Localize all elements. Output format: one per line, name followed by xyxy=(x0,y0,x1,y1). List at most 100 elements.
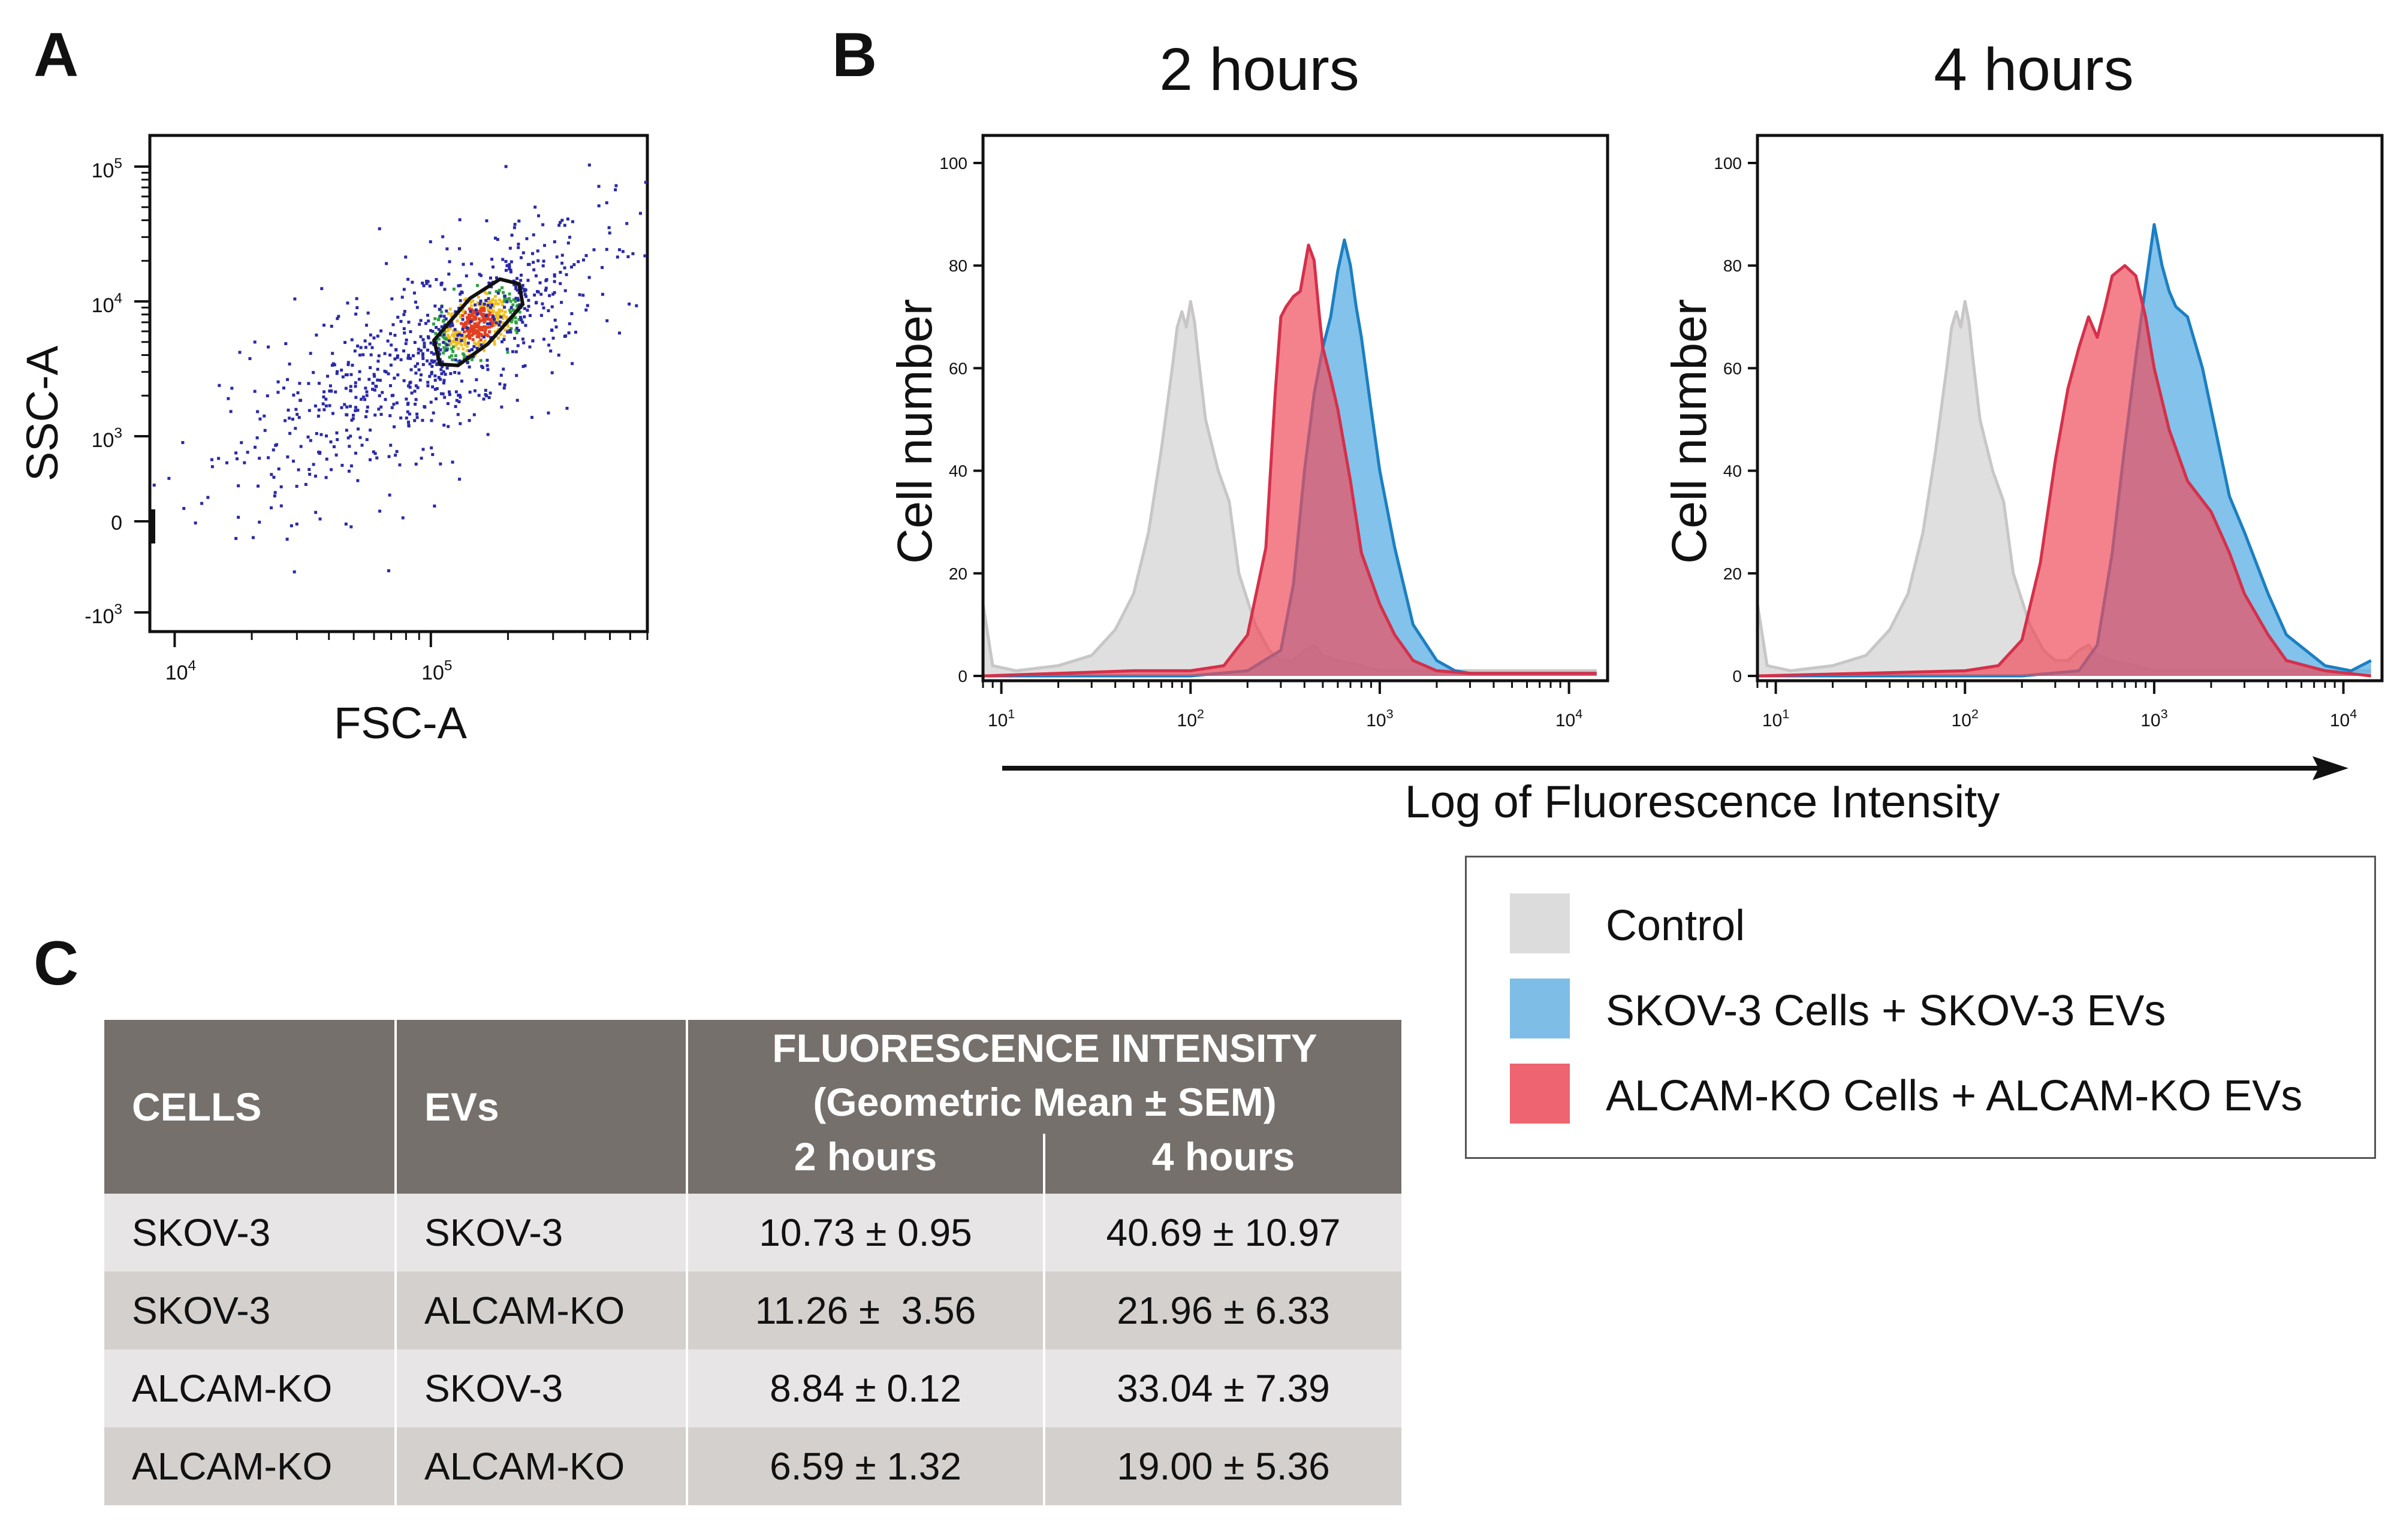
scatter-point xyxy=(433,379,437,382)
scatter-point xyxy=(519,273,523,277)
scatter-point xyxy=(404,255,408,259)
scatter-point xyxy=(512,226,516,230)
scatter-point xyxy=(369,366,372,370)
scatter-point xyxy=(521,283,524,287)
scatter-point xyxy=(299,398,303,402)
scatter-point xyxy=(275,443,279,446)
scatter-point xyxy=(508,267,511,271)
scatter-point xyxy=(487,297,490,300)
x-tick-label: 102 xyxy=(1177,706,1204,731)
scatter-point xyxy=(544,288,547,292)
scatter-point xyxy=(584,253,588,257)
scatter-point xyxy=(421,419,424,422)
x-tick-label-base: 10 xyxy=(1177,711,1197,730)
scatter-point xyxy=(447,312,450,315)
scatter-point xyxy=(458,359,462,363)
scatter-point xyxy=(425,279,429,283)
x-tick-label-base: 10 xyxy=(1366,711,1386,730)
scatter-point xyxy=(563,334,566,338)
scatter-point xyxy=(357,378,361,381)
scatter-point xyxy=(329,440,333,443)
scatter-point xyxy=(608,231,611,235)
scatter-point xyxy=(432,411,435,415)
scatter-point xyxy=(451,345,455,349)
scatter-point xyxy=(453,339,456,342)
scatter-point xyxy=(454,404,457,408)
scatter-point xyxy=(522,341,526,345)
panel-letter-a: A xyxy=(34,20,79,90)
scatter-point xyxy=(463,343,467,346)
scatter-point xyxy=(450,347,454,351)
scatter-point xyxy=(514,297,518,300)
scatter-point xyxy=(389,363,393,367)
scatter-point xyxy=(423,404,426,408)
scatter-point xyxy=(277,467,281,471)
scatter-point xyxy=(461,314,465,318)
scatter-point xyxy=(474,354,477,357)
scatter-point xyxy=(151,514,155,517)
scatter-point xyxy=(413,389,417,393)
scatter-point xyxy=(496,291,500,295)
scatter-point xyxy=(492,310,495,313)
scatter-point xyxy=(570,312,574,315)
scatter-point xyxy=(394,454,397,457)
scatter-point xyxy=(587,163,591,167)
scatter-point xyxy=(354,395,358,399)
scatter-point xyxy=(459,313,462,317)
scatter-point xyxy=(466,342,470,345)
scatter-point xyxy=(318,452,321,455)
scatter-point xyxy=(344,386,348,390)
scatter-point xyxy=(462,353,466,357)
scatter-point xyxy=(273,494,276,498)
scatter-point xyxy=(402,313,406,316)
cell-4h: 40.69 ± 10.97 xyxy=(1044,1194,1401,1272)
scatter-point xyxy=(403,310,406,313)
scatter-point xyxy=(470,262,474,265)
scatter-point xyxy=(387,372,390,376)
scatter-point xyxy=(349,385,352,388)
scatter-point xyxy=(417,348,420,351)
scatter-point xyxy=(460,290,463,294)
scatter-point xyxy=(419,373,423,377)
scatter-point xyxy=(455,337,459,341)
scatter-point xyxy=(498,313,501,316)
scatter-point xyxy=(457,372,461,375)
scatter-point xyxy=(365,390,369,394)
scatter-point xyxy=(445,346,448,350)
scatter-point xyxy=(488,330,492,334)
scatter-point xyxy=(331,412,334,415)
scatter-point xyxy=(484,388,487,392)
scatter-point xyxy=(457,340,461,343)
scatter-point xyxy=(496,317,500,321)
scatter-point xyxy=(477,325,481,329)
scatter-point xyxy=(512,283,516,286)
cell-2h: 11.26 ± 3.56 xyxy=(687,1272,1045,1349)
scatter-point xyxy=(523,289,526,293)
scatter-point xyxy=(597,204,601,208)
scatter-point xyxy=(437,337,441,341)
scatter-point xyxy=(512,309,515,312)
scatter-point xyxy=(475,378,478,382)
scatter-point xyxy=(571,362,574,366)
table-row: ALCAM-KO ALCAM-KO 6.59 ± 1.32 19.00 ± 5.… xyxy=(104,1427,1401,1505)
scatter-point xyxy=(284,342,288,346)
scatter-point xyxy=(253,445,257,449)
scatter-point xyxy=(402,327,406,331)
scatter-point xyxy=(356,479,360,482)
scatter-point xyxy=(421,354,424,357)
scatter-point xyxy=(469,318,472,321)
scatter-point xyxy=(480,326,484,330)
scatter-point xyxy=(513,222,517,226)
scatter-point xyxy=(468,330,472,334)
scatter-point xyxy=(451,460,454,464)
cell-cells: ALCAM-KO xyxy=(104,1427,397,1505)
x-tick-label-base: 10 xyxy=(2140,711,2160,730)
scatter-point xyxy=(322,324,325,327)
scatter-point xyxy=(349,373,353,376)
scatter-point xyxy=(538,281,542,285)
scatter-point xyxy=(381,391,384,394)
scatter-point xyxy=(393,376,396,380)
scatter-point xyxy=(181,441,185,445)
scatter-point xyxy=(515,327,518,330)
scatter-point xyxy=(477,394,481,397)
